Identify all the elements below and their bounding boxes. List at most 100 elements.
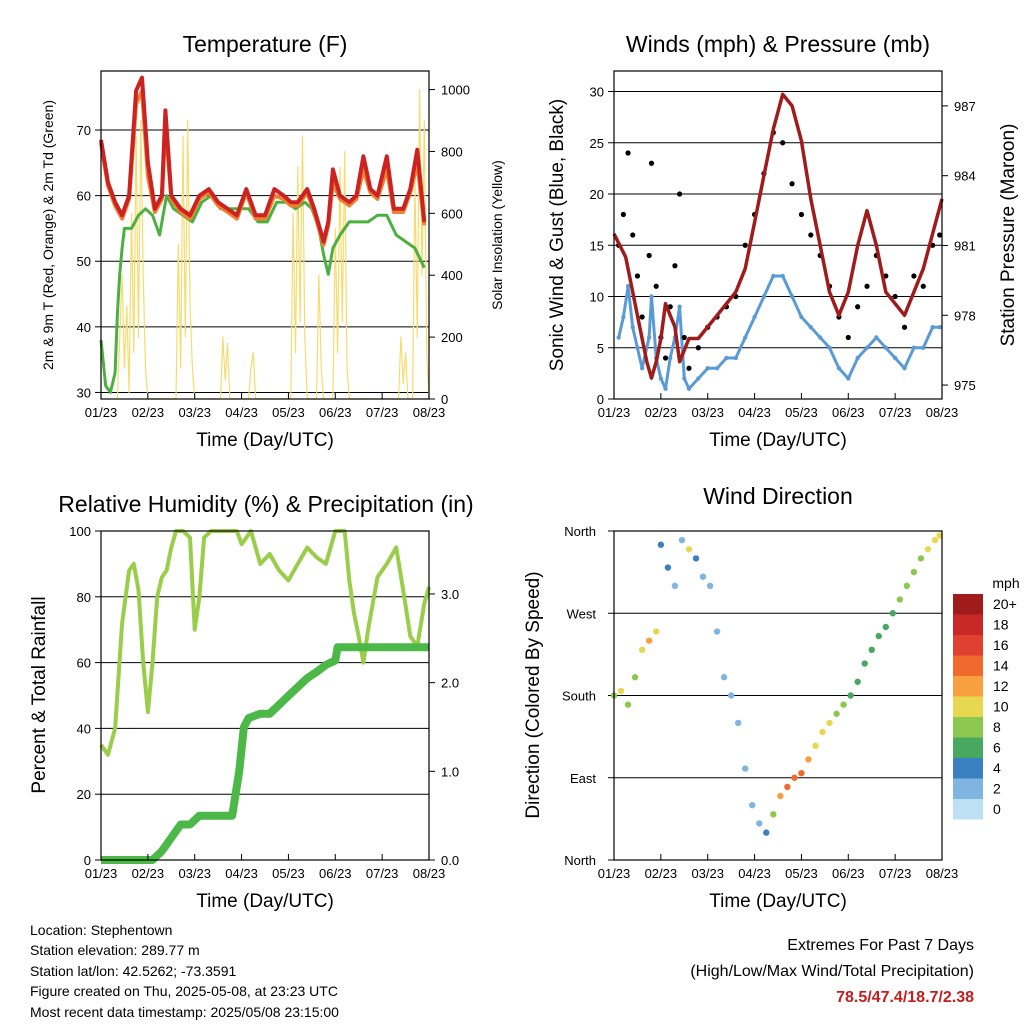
extremes-title: Extremes For Past 7 Days (787, 937, 974, 954)
direction-point (692, 555, 700, 562)
gust-point (845, 334, 851, 341)
sonic-wind-point (733, 355, 739, 361)
direction-point (706, 582, 714, 590)
direction-point (734, 719, 742, 727)
gust-point (686, 365, 692, 371)
legend-title: mph (992, 575, 1019, 591)
humidity-ytick-label: 20 (77, 787, 91, 802)
temperature-ytick-label: 70 (77, 123, 91, 138)
humidity-xtick-label: 07/23 (366, 866, 399, 881)
sonic-wind-point (668, 355, 673, 361)
winds-ytick-label: 5 (597, 341, 604, 356)
direction-point (720, 674, 728, 681)
direction-point (854, 678, 861, 685)
humidity-xlabel: Time (Day/UTC) (196, 891, 334, 912)
winds-chart: 0 5 10 15 20 25 30 975 978 981 984 987 01/23 02/23 03/… (547, 31, 1019, 451)
speed-legend: mph 20+ 18 16 14 12 10 8 6 4 2 0 (953, 575, 1020, 820)
gust-point (625, 150, 631, 156)
humidity-title: Relative Humidity (%) & Precipitation (i… (58, 491, 473, 517)
gust-point (648, 160, 655, 166)
winds-xtick-label: 02/23 (645, 405, 678, 420)
direction-point (652, 628, 660, 635)
direction-ytick-label: South (562, 689, 596, 704)
sonic-wind-point (761, 294, 767, 299)
gust-point (901, 324, 908, 330)
sonic-wind-point (911, 345, 917, 350)
direction-point (699, 573, 707, 580)
sonic-wind-point (686, 386, 692, 391)
direction-point (756, 820, 763, 827)
humidity-ylabel: Percent & Total Rainfall (29, 596, 50, 793)
temperature-xtick-label: 05/23 (272, 405, 305, 420)
direction-xtick-label: 08/23 (926, 866, 959, 881)
direction-point (868, 646, 875, 654)
sonic-wind-point (625, 284, 631, 289)
sonic-wind-point (646, 335, 652, 340)
direction-point (917, 555, 925, 562)
sonic-wind-point (846, 376, 851, 381)
direction-point (727, 692, 735, 699)
direction-point (896, 596, 904, 603)
sonic-wind-point (621, 314, 626, 320)
humidity-frame (100, 530, 430, 861)
direction-title: Wind Direction (703, 483, 853, 509)
direction-point (645, 637, 653, 644)
sonic-wind-point (902, 366, 907, 371)
gust-point (864, 283, 870, 289)
direction-point (812, 742, 819, 749)
sonic-wind-point (874, 335, 879, 340)
winds-xtick-label: 08/23 (926, 405, 959, 420)
winds-ytick-label: 25 (590, 136, 604, 151)
direction-point (671, 582, 679, 590)
humidity-xtick-label: 05/23 (272, 866, 305, 881)
sonic-wind-point (649, 294, 654, 299)
direction-point (713, 628, 721, 635)
extremes-values: 78.5/47.4/18.7/2.38 (836, 989, 974, 1006)
sonic-wind-point (639, 366, 645, 371)
gust-point (911, 273, 917, 279)
temperature-xtick-label: 07/23 (366, 405, 399, 420)
winds-xtick-label: 06/23 (832, 405, 865, 420)
legend-label: 18 (993, 617, 1009, 633)
temperature-xtick-label: 03/23 (178, 405, 211, 420)
winds-ytick-label: 0 (597, 392, 604, 407)
temperature-y2tick-label: 800 (441, 144, 463, 159)
humidity-xtick-label: 06/23 (319, 866, 352, 881)
temperature-xtick-label: 06/23 (319, 405, 352, 420)
elevation-text: Station elevation: 289.77 m (30, 942, 200, 959)
direction-point (805, 756, 812, 763)
humidity-ytick-label: 80 (77, 590, 91, 605)
humidity-ytick-label: 60 (77, 656, 91, 671)
legend-label: 16 (993, 637, 1009, 653)
temperature-y2tick-label: 200 (441, 330, 463, 345)
legend-label: 20+ (993, 596, 1017, 612)
temperature-ytick-label: 60 (77, 189, 91, 204)
sonic-wind-point (855, 355, 860, 361)
direction-point (936, 532, 943, 539)
direction-xtick-label: 01/23 (598, 866, 631, 881)
temperature-xtick-label: 08/23 (413, 405, 446, 420)
direction-point (664, 564, 672, 571)
direction-point (624, 701, 632, 708)
extremes-box: Extremes For Past 7 Days (High/Low/Max W… (690, 933, 974, 1011)
sonic-wind-point (780, 273, 785, 279)
winds-y2tick-label: 975 (954, 378, 976, 393)
recent-data-text: Most recent data timestamp: 2025/05/08 2… (30, 1003, 339, 1020)
legend-label: 2 (993, 781, 1001, 797)
temp-2m-line (99, 75, 427, 244)
direction-point (617, 687, 625, 695)
winds-y2tick-label: 981 (954, 238, 976, 253)
temperature-xlabel: Time (Day/UTC) (196, 430, 334, 451)
rainfall-line (101, 643, 429, 864)
direction-point (678, 536, 686, 544)
temperature-ytick-label: 30 (77, 385, 91, 400)
legend-swatch (953, 799, 983, 820)
sonic-wind-point (883, 345, 888, 350)
sonic-wind-point (817, 335, 823, 340)
temperature-ytick-label: 50 (77, 254, 91, 269)
latlon-text: Station lat/lon: 42.5262; -73.3591 (30, 962, 237, 979)
solar-insolation-line (116, 89, 430, 400)
sonic-wind-point (677, 304, 682, 309)
